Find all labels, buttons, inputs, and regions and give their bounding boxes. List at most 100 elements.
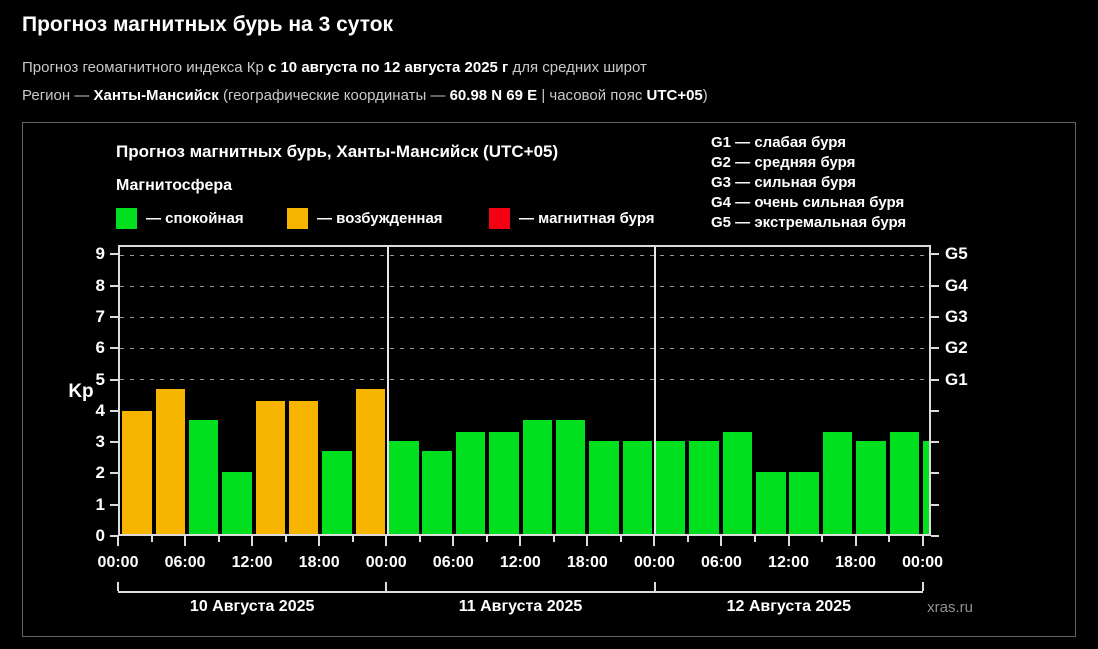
subtitle-period: с 10 августа по 12 августа 2025 г <box>267 59 509 76</box>
kp-bar-day1-slot2 <box>155 388 186 534</box>
g-level-label-g2: G2 <box>945 338 968 358</box>
kp-bar-day2-slot4 <box>489 432 519 534</box>
kp-bar-day2-slot6 <box>555 419 586 534</box>
y-tick-left-8 <box>110 284 118 287</box>
kp-bar-day1-slot1 <box>122 410 152 534</box>
kp-bar-day3-slot2 <box>689 441 719 534</box>
x-tick-15h <box>284 536 287 542</box>
day-divider-1 <box>386 247 389 534</box>
x-tick-0h <box>117 536 119 546</box>
kp-bar-day3-slot1 <box>655 441 686 534</box>
x-tick-27h <box>418 536 421 542</box>
region-line: Регион — Ханты-Мансийск (географические … <box>22 87 708 104</box>
y-tick-right-6 <box>931 347 939 350</box>
x-time-label-10: 12:00 <box>768 554 809 571</box>
region-label: Регион — <box>22 87 94 104</box>
g5-legend-line: G5 — экстремальная буря <box>711 214 907 231</box>
legend-item-excited: — возбужденная <box>287 207 443 229</box>
y-tick-right-0 <box>931 535 939 537</box>
y-axis-ticks-left <box>110 245 118 537</box>
x-tick-12h <box>251 536 254 546</box>
y-tick-label-3: 3 <box>95 432 105 452</box>
kp-bar-day2-slot1 <box>389 441 419 534</box>
x-time-label-3: 18:00 <box>298 554 340 571</box>
kp-bar-day2-slot3 <box>455 432 486 534</box>
kp-bar-plot <box>118 245 931 536</box>
y-tick-label-4: 4 <box>95 400 105 420</box>
chart-panel: Прогноз магнитных бурь, Ханты-Мансийск (… <box>22 122 1076 637</box>
kp-bar-day1-slot5 <box>255 401 286 534</box>
y-tick-right-5 <box>931 378 939 381</box>
storm-color-swatch <box>489 207 510 229</box>
x-time-label-12: 00:00 <box>902 554 944 571</box>
region-timezone: UTC+05 <box>646 87 703 104</box>
kp-bar-day2-slot8 <box>622 441 653 534</box>
kp-bar-day3-slot5 <box>789 472 819 534</box>
legend-title: Магнитосфера <box>116 177 233 194</box>
x-tick-3h <box>150 536 153 542</box>
g1-legend-line: G1 — слабая буря <box>711 134 847 151</box>
kp-bar-day2-slot7 <box>589 441 619 534</box>
kp-bar-day3-slot4 <box>756 472 786 534</box>
y-tick-label-9: 9 <box>95 244 105 264</box>
y-tick-left-2 <box>110 472 118 475</box>
x-time-label-5: 06:00 <box>432 554 474 571</box>
x-time-label-8: 00:00 <box>633 554 675 571</box>
x-tick-48h <box>653 536 656 546</box>
x-time-label-2: 12:00 <box>231 554 273 571</box>
subtitle-suffix: для средних широт <box>508 59 647 76</box>
legend-label-quiet: — спокойная <box>146 209 244 227</box>
kp-bar-day2-slot2 <box>422 450 452 534</box>
y-tick-label-5: 5 <box>95 369 105 389</box>
kp-bar-day3-slot7 <box>856 441 886 534</box>
g-level-label-g5: G5 <box>945 244 968 264</box>
g-scale-legend: G1 — слабая буря G2 — средняя буря G3 — … <box>711 133 906 233</box>
x-tick-30h <box>452 536 455 546</box>
g-level-label-g4: G4 <box>945 275 968 295</box>
x-tick-66h <box>854 536 857 546</box>
y-tick-label-6: 6 <box>95 338 105 358</box>
kp-bar-day1-slot7 <box>322 450 352 534</box>
x-tick-45h <box>619 536 622 542</box>
watermark: xras.ru <box>927 599 973 616</box>
grid-line-kp8 <box>120 286 929 288</box>
day-bracket-ruler <box>117 582 924 593</box>
x-time-label-0: 00:00 <box>97 554 139 571</box>
x-tick-36h <box>519 536 522 546</box>
legend-item-storm: — магнитная буря <box>489 207 655 229</box>
x-tick-33h <box>485 536 488 542</box>
date-labels-row: 10 Августа 2025 11 Августа 2025 12 Августа… <box>118 598 923 618</box>
y-tick-right-1 <box>931 503 939 506</box>
x-time-label-11: 18:00 <box>835 554 877 571</box>
subtitle-prefix: Прогноз геомагнитного индекса Кр <box>22 59 268 76</box>
y-tick-label-8: 8 <box>95 275 105 295</box>
x-time-label-7: 18:00 <box>566 554 608 571</box>
x-time-label-6: 12:00 <box>499 554 541 571</box>
page-title: Прогноз магнитных бурь на 3 суток <box>22 13 394 36</box>
excited-color-swatch <box>287 207 308 229</box>
grid-line-kp7 <box>120 316 929 318</box>
bracket-tick-48h <box>653 582 656 591</box>
x-axis-ticks <box>117 536 931 546</box>
legend-label-storm: — магнитная буря <box>519 209 655 227</box>
y-tick-left-6 <box>110 347 118 350</box>
g3-legend-line: G3 — сильная буря <box>711 174 856 191</box>
g2-legend-line: G2 — средняя буря <box>711 154 856 171</box>
x-time-label-4: 00:00 <box>365 554 407 571</box>
x-tick-63h <box>821 536 824 542</box>
y-tick-label-0: 0 <box>95 526 105 545</box>
x-tick-57h <box>753 536 756 542</box>
g-level-label-g3: G3 <box>945 306 968 326</box>
date-label-day1: 10 Августа 2025 <box>189 598 315 615</box>
x-axis-time-labels: 00:00 06:00 12:00 18:00 00:00 06:00 12:00 18:00… <box>98 554 944 574</box>
y-tick-left-9 <box>110 253 118 256</box>
kp-bar-day1-slot6 <box>289 401 319 534</box>
grid-line-kp6 <box>120 347 929 349</box>
x-time-label-9: 06:00 <box>700 554 742 571</box>
y-axis-ticks-right <box>931 245 939 537</box>
x-tick-21h <box>351 536 354 542</box>
y-tick-label-2: 2 <box>95 463 105 483</box>
kp-bar-day3-slot8 <box>889 432 919 534</box>
legend-item-quiet: — спокойная <box>116 207 244 229</box>
